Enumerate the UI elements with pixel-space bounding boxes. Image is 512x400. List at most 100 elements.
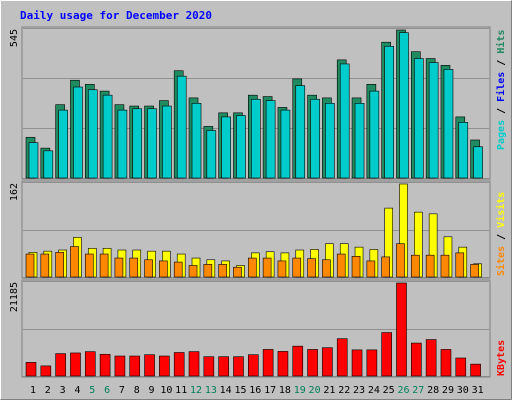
kbytes-bar: [218, 356, 229, 377]
legend-visits: Visits: [495, 192, 507, 228]
day-label: 7: [119, 385, 125, 396]
day-label: 27: [412, 385, 424, 396]
files-bar: [399, 32, 409, 179]
files-bar: [43, 150, 54, 179]
files-bar: [473, 146, 483, 179]
files-bar: [73, 86, 83, 179]
files-bar: [221, 116, 231, 179]
legend-sep-3: /: [496, 228, 507, 246]
kbytes-legend: KBytes: [496, 340, 507, 376]
day-label: 9: [149, 385, 155, 396]
sites-bar: [381, 256, 390, 278]
bar-layer: [25, 29, 483, 377]
day-label: 21: [323, 385, 335, 396]
kbytes-bar: [144, 354, 155, 377]
kbytes-bar: [99, 353, 111, 377]
kbytes-bar: [307, 349, 318, 377]
sites-bar: [99, 253, 109, 278]
kbytes-bar: [25, 362, 37, 377]
day-label: 16: [249, 385, 261, 396]
files-bar: [443, 69, 454, 179]
kbytes-bar: [440, 349, 452, 377]
sites-bar: [470, 264, 479, 278]
files-bar: [369, 90, 380, 179]
files-bar: [354, 103, 365, 179]
files-bar: [265, 100, 276, 179]
day-label: 19: [294, 385, 306, 396]
sites-bar: [396, 243, 405, 278]
kbytes-bar: [233, 356, 244, 377]
files-bar: [310, 98, 320, 179]
kbytes-bar: [470, 363, 481, 377]
day-label: 28: [427, 385, 439, 396]
kbytes-bar: [114, 355, 126, 377]
sites-bar: [336, 253, 346, 278]
day-label: 11: [175, 385, 187, 396]
sites-bar: [366, 260, 376, 278]
kbytes-bar: [322, 347, 333, 377]
legend-sep-1: /: [496, 102, 507, 120]
legend-pages: Pages: [496, 120, 507, 150]
kbytes-ytick: 21185: [9, 282, 20, 312]
files-bar: [206, 130, 217, 179]
kbytes-bar: [277, 351, 289, 377]
files-bar: [428, 62, 439, 179]
visits-ytick: 162: [9, 183, 20, 201]
files-bar: [295, 85, 306, 179]
files-bar: [176, 75, 187, 179]
files-bar: [339, 63, 350, 179]
kbytes-bar: [129, 355, 141, 377]
sites-bar: [322, 259, 331, 278]
kbytes-bar: [84, 351, 96, 377]
sites-bar: [218, 264, 227, 278]
legend-files: Files: [495, 72, 507, 102]
day-label: 29: [442, 385, 454, 396]
kbytes-bar: [396, 282, 407, 377]
sites-bar: [203, 264, 213, 278]
files-bar: [280, 109, 291, 179]
day-label: 22: [338, 385, 350, 396]
day-label: 23: [353, 385, 365, 396]
day-label: 13: [205, 385, 217, 396]
kbytes-bar: [381, 332, 392, 377]
files-bar: [102, 94, 113, 179]
files-bar: [132, 108, 143, 179]
legend-hits: Hits: [495, 30, 507, 54]
day-label: 20: [309, 385, 321, 396]
files-bar: [414, 58, 424, 179]
day-label: 12: [190, 385, 202, 396]
day-label: 4: [74, 385, 80, 396]
day-label: 24: [368, 385, 380, 396]
day-label: 15: [234, 385, 246, 396]
sites-bar: [55, 252, 64, 278]
files-bar: [251, 98, 261, 179]
sites-bar: [84, 253, 94, 278]
usage-legend: Pages / Files / Hits: [495, 30, 507, 150]
files-bar: [191, 103, 202, 179]
files-bar: [384, 45, 394, 179]
x-axis-labels: 1 2 3 4 5 6 7 8 9 10 11 12 13 14 15 16 17 18 19 20 21 22 23 24 2…: [30, 385, 484, 396]
sites-bar: [307, 258, 316, 278]
day-label: 25: [383, 385, 395, 396]
files-bar: [236, 115, 246, 179]
day-label: 6: [104, 385, 110, 396]
kbytes-bar: [366, 349, 378, 377]
kbytes-bar: [455, 357, 467, 377]
kbytes-bar: [159, 355, 170, 377]
kbytes-bar: [351, 349, 363, 377]
chart-title: Daily usage for December 2020: [20, 9, 212, 22]
sites-bar: [173, 261, 183, 278]
sites-bar: [351, 256, 361, 278]
legend-kbytes: KBytes: [496, 340, 507, 376]
day-label: 3: [60, 385, 66, 396]
kbytes-bar: [336, 338, 348, 377]
day-label: 1: [30, 385, 36, 396]
kbytes-bar: [292, 345, 304, 377]
sites-bar: [25, 253, 35, 278]
kbytes-bar: [203, 356, 215, 377]
usage-ytick: 545: [9, 29, 20, 47]
sites-bar: [277, 260, 287, 278]
sites-bar: [411, 254, 420, 278]
visits-legend: Sites / Visits: [495, 192, 507, 276]
